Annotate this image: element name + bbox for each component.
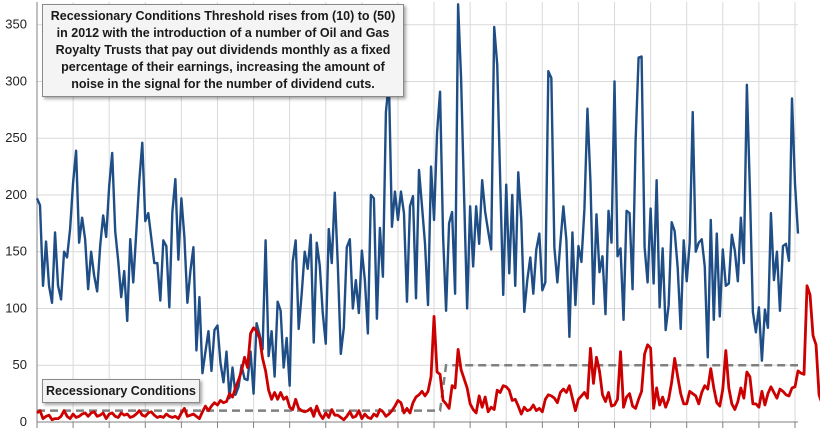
y-tick-label: 300 <box>5 73 27 88</box>
y-tick-label: 100 <box>5 300 27 315</box>
series-cuts-line <box>36 284 820 422</box>
y-axis: 0 50 100 150 200 250 300 350 <box>5 2 38 429</box>
y-tick-label: 0 <box>20 414 27 429</box>
x-axis <box>36 421 798 428</box>
y-tick-label: 200 <box>5 187 27 202</box>
y-tick-label: 150 <box>5 244 27 259</box>
annotation-box: Recessionary Conditions Threshold rises … <box>42 4 404 97</box>
threshold-label: Recessionary Conditions <box>42 379 200 403</box>
y-tick-label: 350 <box>5 17 27 32</box>
y-tick-label: 50 <box>13 357 27 372</box>
y-tick-label: 250 <box>5 130 27 145</box>
series-total-line <box>35 3 800 400</box>
series-group <box>35 3 820 422</box>
